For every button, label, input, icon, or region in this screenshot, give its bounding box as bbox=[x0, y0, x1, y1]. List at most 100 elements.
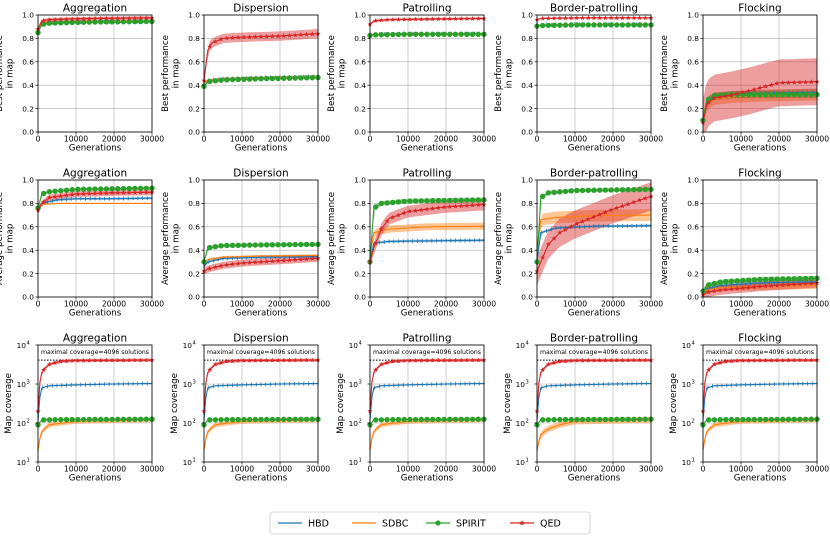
series-marker bbox=[625, 416, 631, 423]
series-marker bbox=[797, 79, 803, 85]
series-marker bbox=[768, 283, 774, 288]
series-marker bbox=[230, 358, 235, 364]
series-marker bbox=[574, 357, 580, 363]
x-tick-label: 0 bbox=[36, 135, 41, 144]
series-marker bbox=[109, 357, 115, 363]
y-tick-label: 10 bbox=[516, 341, 526, 350]
series-marker bbox=[711, 417, 718, 423]
series-marker bbox=[540, 193, 546, 200]
series-marker bbox=[551, 235, 557, 241]
series-line-hbd bbox=[369, 382, 484, 420]
x-tick-label: 30000 bbox=[805, 300, 829, 309]
series-marker bbox=[602, 187, 609, 193]
series-marker bbox=[441, 416, 447, 423]
y-tick-label: 0.8 bbox=[22, 199, 34, 208]
series-marker bbox=[303, 75, 310, 81]
series-marker bbox=[597, 212, 603, 217]
series-marker bbox=[281, 75, 287, 81]
series-line-hbd bbox=[702, 382, 817, 420]
series-marker bbox=[568, 358, 574, 363]
series-marker bbox=[298, 241, 304, 248]
series-marker bbox=[557, 416, 563, 423]
series-marker bbox=[103, 19, 110, 25]
series-marker bbox=[264, 416, 270, 423]
series-marker bbox=[292, 357, 298, 363]
x-axis-label: Generations bbox=[568, 144, 621, 154]
series-marker bbox=[98, 15, 104, 21]
series-marker bbox=[412, 198, 419, 204]
y-tick-label: 0.8 bbox=[188, 34, 200, 43]
panel-frame bbox=[37, 344, 153, 463]
legend-label-qed: QED bbox=[540, 519, 561, 530]
x-tick-label: 30000 bbox=[306, 135, 330, 144]
series-marker bbox=[126, 190, 132, 195]
series-marker bbox=[780, 91, 786, 98]
series-marker bbox=[808, 357, 814, 363]
series-marker bbox=[218, 360, 224, 365]
panel-title: Patrolling bbox=[403, 3, 452, 15]
series-marker bbox=[424, 357, 430, 363]
series-marker bbox=[631, 15, 637, 20]
y-tick-label: 0.6 bbox=[687, 223, 699, 232]
series-marker bbox=[562, 22, 569, 28]
series-marker bbox=[780, 276, 786, 282]
series-marker bbox=[207, 244, 213, 251]
series-marker bbox=[230, 261, 235, 267]
series-marker bbox=[401, 416, 407, 423]
y-tick-label: 10 bbox=[682, 380, 692, 389]
y-axis-label-line: in map bbox=[671, 59, 681, 89]
series-marker bbox=[64, 192, 69, 198]
series-marker bbox=[441, 31, 447, 38]
series-marker bbox=[115, 190, 121, 195]
series-marker bbox=[281, 357, 287, 363]
series-marker bbox=[591, 22, 597, 28]
y-tick-label: 1.0 bbox=[354, 11, 366, 20]
series-marker bbox=[441, 197, 447, 204]
series-marker bbox=[470, 202, 476, 208]
x-tick-label: 20000 bbox=[102, 135, 126, 144]
y-tick-label: 10 bbox=[17, 419, 27, 428]
series-marker bbox=[424, 416, 430, 423]
y-tick-label: 0.2 bbox=[354, 269, 366, 278]
y-tick-label: 0.4 bbox=[354, 81, 366, 90]
series-marker bbox=[69, 358, 75, 363]
series-marker bbox=[384, 200, 390, 206]
series-marker bbox=[86, 186, 93, 192]
panel-average-flocking: 0 10000 20000 30000 Generations 0.0 0.2 0.4 0.6 0… bbox=[660, 168, 829, 319]
y-tick-label: 0.4 bbox=[188, 246, 200, 255]
series-marker bbox=[597, 357, 603, 363]
y-axis-label-line: in map bbox=[505, 59, 515, 89]
y-tick-label: 10 bbox=[17, 341, 27, 350]
series-marker bbox=[802, 275, 809, 282]
series-marker bbox=[258, 76, 264, 82]
series-marker bbox=[475, 202, 481, 207]
series-marker bbox=[126, 416, 132, 423]
panel-frame bbox=[702, 14, 818, 133]
series-marker bbox=[540, 22, 546, 29]
series-marker bbox=[574, 187, 580, 194]
series-marker bbox=[602, 357, 608, 363]
y-tick-exponent: 4 bbox=[359, 341, 363, 347]
series-marker bbox=[458, 357, 464, 363]
series-marker bbox=[212, 78, 219, 84]
series-marker bbox=[246, 242, 253, 248]
y-tick-label: 0.6 bbox=[22, 58, 34, 67]
series-marker bbox=[309, 31, 315, 37]
series-marker bbox=[551, 360, 557, 365]
series-marker bbox=[452, 416, 459, 423]
series-marker bbox=[384, 218, 390, 224]
legend-label-sdbc: SDBC bbox=[382, 519, 409, 530]
y-tick-label: 10 bbox=[516, 380, 526, 389]
max-coverage-annotation: maximal coverage=4096 solutions bbox=[706, 349, 814, 356]
series-marker bbox=[132, 416, 138, 422]
series-marker bbox=[390, 416, 396, 423]
x-tick-label: 20000 bbox=[601, 300, 625, 309]
series-marker bbox=[557, 22, 563, 28]
y-tick-label: 0.4 bbox=[22, 81, 34, 90]
y-tick-label: 1.0 bbox=[188, 11, 200, 20]
series-marker bbox=[574, 416, 580, 423]
series-marker bbox=[608, 15, 614, 20]
series-marker bbox=[218, 77, 224, 83]
series-marker bbox=[292, 257, 298, 262]
y-tick-exponent: 1 bbox=[692, 458, 695, 464]
